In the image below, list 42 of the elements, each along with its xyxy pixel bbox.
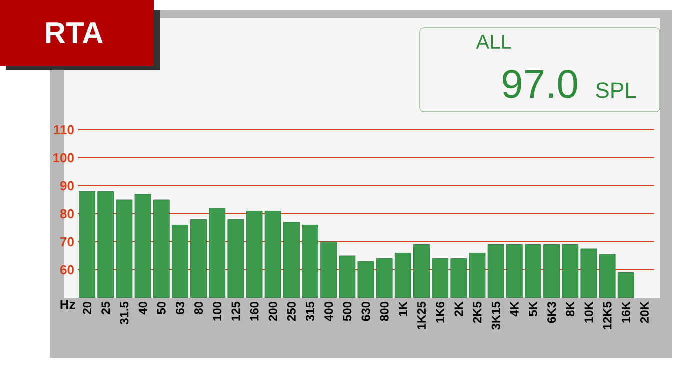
x-tick-label: 2K [454,302,464,316]
y-tick-label: 60 [60,265,74,275]
chart-title: RTA [46,22,103,44]
x-tick-label: 630 [362,302,370,322]
x-tick-label: 200 [268,302,278,322]
y-tick-label: 70 [60,237,74,247]
x-tick-label: 63 [176,302,184,314]
x-tick-label: 1K6 [436,302,445,323]
x-tick-label: 5K [529,302,538,316]
x-tick-label: 8K [566,302,575,316]
y-tick-label: 90 [60,181,74,191]
y-tick-label: 110 [54,125,74,135]
x-tick-label: 6K3 [548,302,556,324]
x-tick-label: 3K15 [492,302,500,330]
x-tick-label: 31.5 [120,302,129,325]
x-axis-title: Hz [60,300,76,310]
x-tick-label: 16K [622,302,630,323]
x-tick-label: 50 [157,302,166,315]
x-tick-label: 4K [510,302,519,317]
x-tick-label: 25 [102,302,110,314]
x-tick-label: 1K25 [418,302,426,330]
text: ALL [476,35,512,49]
x-tick-label: 100 [213,302,222,321]
text: SPL [596,82,636,98]
x-tick-label: 20 [83,302,92,314]
x-tick-label: 800 [380,302,389,322]
x-tick-label: 10K [584,302,594,323]
x-tick-label: 125 [232,302,240,321]
x-tick-label: 500 [343,302,352,322]
x-tick-label: 20K [640,302,649,324]
x-tick-label: 315 [306,302,315,322]
x-tick-label: 1K [399,302,408,316]
x-tick-label: 250 [287,302,296,322]
x-tick-label: 12K5 [603,302,612,330]
text: 97.0 [502,70,578,98]
y-tick-label: 80 [60,209,74,219]
y-tick-label: 100 [54,153,74,163]
x-tick-label: 80 [194,302,204,315]
x-tick-label: 40 [138,302,148,315]
x-tick-label: 160 [250,302,259,321]
x-tick-label: 400 [324,302,334,322]
x-tick-label: 2K5 [473,302,482,324]
